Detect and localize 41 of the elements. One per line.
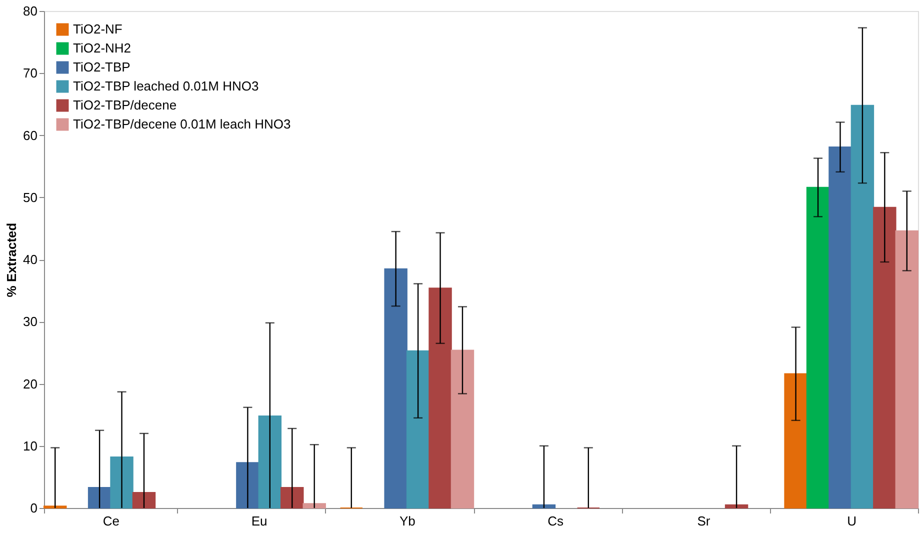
- legend-label: TiO2-TBP/decene: [73, 98, 177, 112]
- legend-label: TiO2-TBP leached 0.01M HNO3: [73, 78, 259, 94]
- y-tick-label: 20: [23, 376, 38, 392]
- bar: [532, 504, 556, 508]
- bar: [806, 186, 830, 508]
- y-tick-label: 70: [23, 66, 38, 81]
- bar: [258, 416, 282, 508]
- bar: [873, 206, 896, 508]
- bar: [406, 350, 430, 508]
- x-tick-label: Cs: [548, 514, 564, 528]
- bar: [895, 230, 918, 508]
- bar: [850, 104, 874, 508]
- x-tick-label: U: [847, 514, 857, 528]
- bar: [828, 146, 852, 508]
- bar: [784, 373, 808, 508]
- y-tick-label: 30: [23, 314, 38, 330]
- y-tick-label: 10: [23, 438, 38, 454]
- y-tick-label: 40: [23, 252, 38, 267]
- bar: [384, 268, 408, 508]
- x-tick-label: Ce: [102, 514, 120, 528]
- bar: [280, 487, 304, 508]
- bar: [236, 462, 260, 508]
- x-tick-label: Sr: [697, 514, 711, 528]
- y-tick-label: 50: [23, 190, 38, 205]
- legend-label: TiO2-NH2: [73, 40, 132, 56]
- bar: [428, 288, 452, 508]
- y-tick-label: 60: [23, 128, 38, 143]
- bar: [88, 487, 112, 508]
- bar: [450, 350, 474, 508]
- bar: [724, 504, 748, 508]
- bar: [110, 456, 134, 508]
- legend-label: TiO2-TBP: [73, 60, 130, 74]
- x-tick-label: Yb: [399, 514, 416, 528]
- y-tick-label: 0: [30, 500, 38, 516]
- x-tick-label: Eu: [251, 514, 268, 528]
- y-tick-label: 80: [23, 4, 38, 18]
- legend-label: TiO2-NF: [73, 22, 122, 36]
- y-axis-title: % Extracted: [4, 222, 20, 298]
- legend-label: TiO2-TBP/decene 0.01M leach HNO3: [73, 116, 291, 132]
- bar: [132, 492, 156, 508]
- bar: [302, 503, 326, 508]
